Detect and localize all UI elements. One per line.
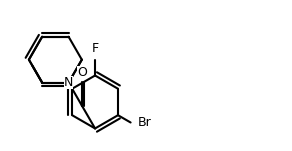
Text: Br: Br — [138, 116, 152, 129]
Text: N: N — [64, 76, 73, 89]
Text: F: F — [91, 42, 99, 55]
Text: O: O — [77, 66, 87, 79]
